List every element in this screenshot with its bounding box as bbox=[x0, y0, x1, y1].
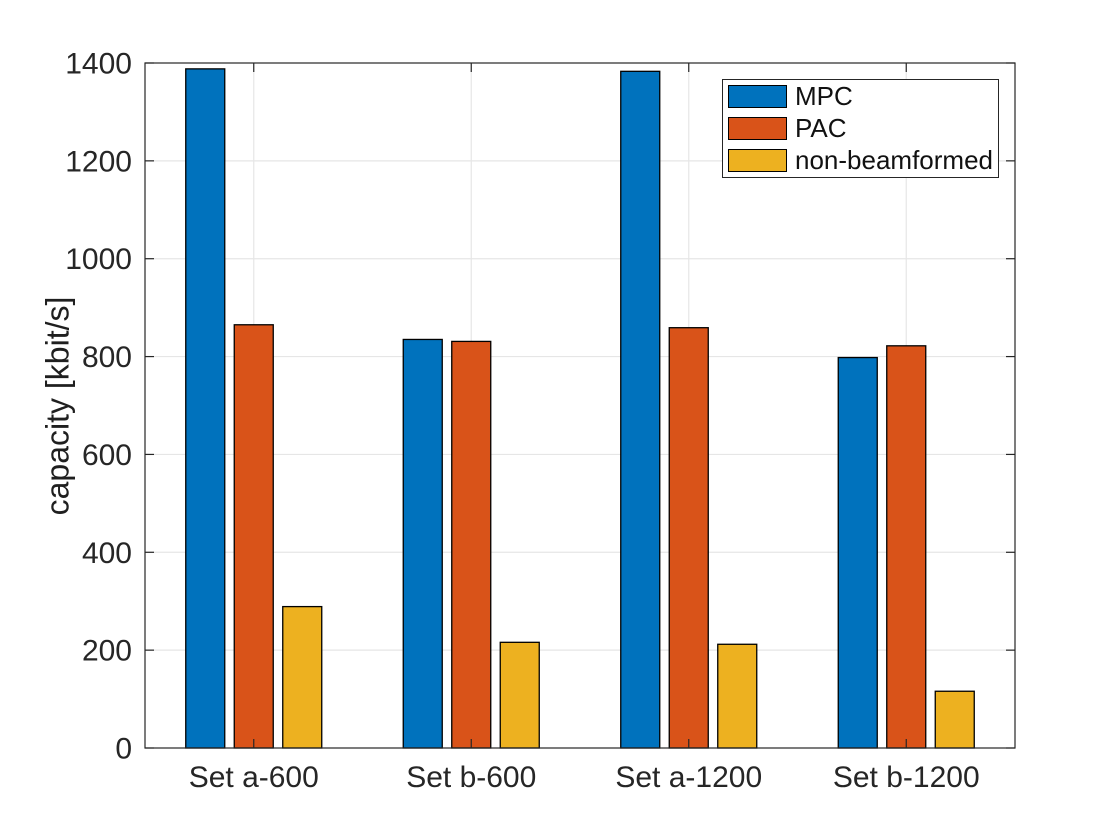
legend-label-non-beamformed: non-beamformed bbox=[795, 145, 993, 175]
legend: MPC PAC non-beamformed bbox=[722, 79, 999, 178]
legend-label-mpc: MPC bbox=[795, 81, 853, 111]
y-tick-label: 400 bbox=[82, 537, 132, 570]
x-tick-label: Set a-1200 bbox=[615, 761, 762, 794]
bar-mpc-set-a-1200 bbox=[620, 70, 661, 749]
y-tick-label: 200 bbox=[82, 635, 132, 668]
y-axis-label: capacity [kbit/s] bbox=[39, 296, 76, 516]
y-tick-label: 0 bbox=[115, 733, 132, 766]
plot-border bbox=[144, 62, 1016, 749]
bar-mpc-set-b-600 bbox=[402, 338, 443, 749]
bar-non-beamformed-set-a-1200 bbox=[717, 643, 758, 749]
bar-non-beamformed-set-b-1200 bbox=[934, 690, 975, 749]
bar-mpc-set-b-1200 bbox=[837, 356, 878, 749]
bar-pac-set-b-1200 bbox=[886, 345, 927, 749]
bar-mpc-set-a-600 bbox=[185, 68, 226, 749]
x-tick-label: Set b-600 bbox=[406, 761, 536, 794]
legend-item-pac: PAC bbox=[728, 113, 998, 144]
legend-swatch-pac bbox=[728, 117, 787, 140]
x-tick-label: Set b-1200 bbox=[833, 761, 980, 794]
bar-pac-set-a-600 bbox=[233, 324, 274, 749]
y-tick-label: 1400 bbox=[65, 48, 132, 81]
bar-non-beamformed-set-b-600 bbox=[499, 641, 540, 749]
y-tick-label: 800 bbox=[82, 341, 132, 374]
bar-non-beamformed-set-a-600 bbox=[282, 605, 323, 749]
y-tick-label: 1000 bbox=[65, 243, 132, 276]
y-tick-label: 600 bbox=[82, 439, 132, 472]
legend-label-pac: PAC bbox=[795, 113, 847, 143]
legend-swatch-non-beamformed bbox=[728, 149, 787, 172]
legend-swatch-mpc bbox=[728, 85, 787, 108]
x-tick-label: Set a-600 bbox=[189, 761, 319, 794]
bar-pac-set-a-1200 bbox=[668, 327, 709, 749]
legend-item-non-beamformed: non-beamformed bbox=[728, 145, 998, 176]
bar-pac-set-b-600 bbox=[451, 340, 492, 749]
y-tick-label: 1200 bbox=[65, 145, 132, 178]
legend-item-mpc: MPC bbox=[728, 81, 998, 112]
